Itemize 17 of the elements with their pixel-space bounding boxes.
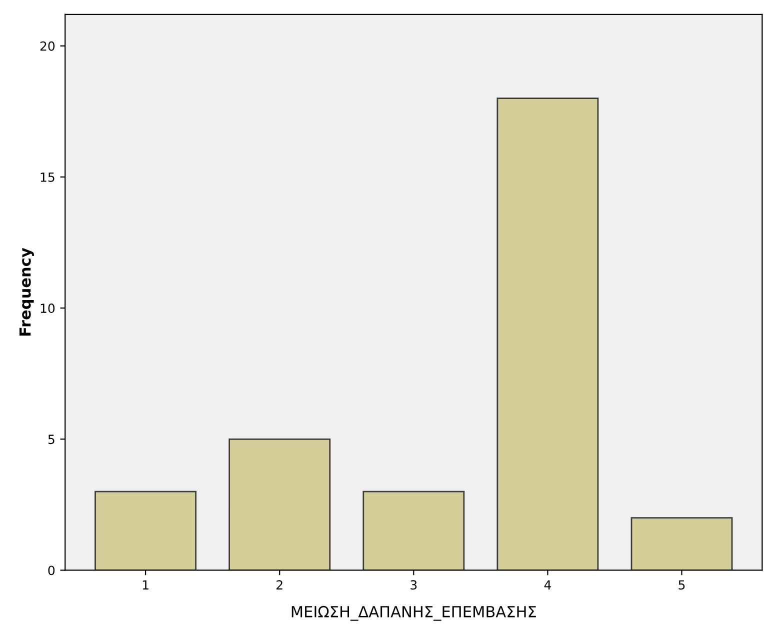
bar	[362, 490, 465, 570]
y-tick-label: 10	[40, 304, 55, 313]
y-axis-title: Frequency	[19, 248, 34, 336]
x-tick-label: 2	[276, 580, 282, 590]
x-tick-label: 3	[410, 580, 417, 590]
y-tick-label: 0	[48, 566, 55, 576]
y-tick-label: 15	[40, 172, 54, 182]
y-tick-label: 5	[48, 434, 54, 444]
y-tick-label: 20	[40, 41, 55, 51]
bar	[630, 517, 733, 570]
x-axis-title: ΜΕΙΩΣΗ_ΔΑΠΑΝΗΣ_ΕΠΕΜΒΑΣΗΣ	[292, 606, 536, 621]
bar	[496, 98, 599, 570]
x-tick-label: 4	[544, 580, 551, 590]
x-tick-label: 5	[678, 580, 685, 590]
x-tick-label: 1	[142, 580, 148, 590]
bar	[94, 490, 197, 570]
bar	[228, 438, 331, 570]
